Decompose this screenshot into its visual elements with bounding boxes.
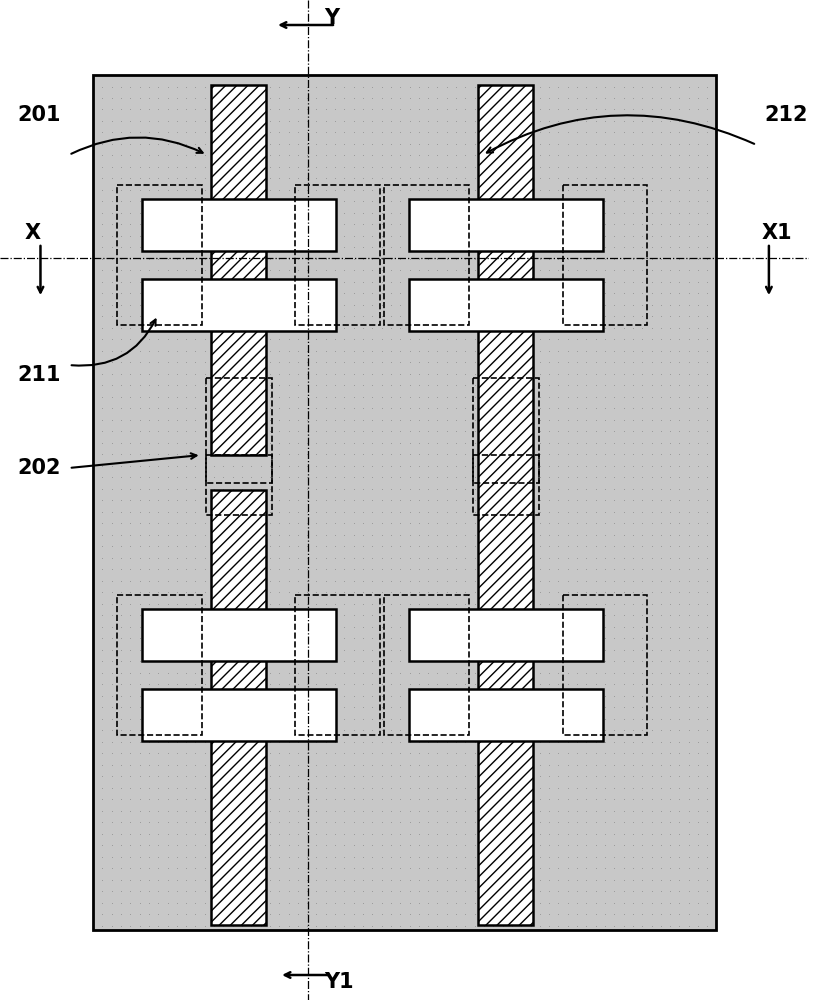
Bar (295, 595, 380, 735)
Bar (479, 85, 533, 925)
Text: X1: X1 (762, 223, 793, 243)
Bar (142, 199, 336, 251)
Bar (93, 75, 717, 930)
Bar (409, 689, 603, 741)
Bar (211, 490, 267, 925)
Text: 201: 201 (17, 105, 61, 125)
Bar (409, 279, 603, 331)
Bar (205, 378, 272, 483)
Bar (473, 455, 539, 515)
Text: X: X (25, 223, 40, 243)
Bar (409, 199, 603, 251)
Bar (142, 609, 336, 661)
Bar (563, 185, 648, 325)
Text: 211: 211 (17, 365, 61, 385)
Bar (409, 609, 603, 661)
Bar (117, 595, 202, 735)
Bar (205, 455, 272, 515)
Bar (117, 185, 202, 325)
Bar (384, 185, 470, 325)
Text: Y: Y (324, 8, 339, 28)
Bar (563, 595, 648, 735)
Bar (142, 689, 336, 741)
Bar (295, 185, 380, 325)
Text: 212: 212 (765, 105, 808, 125)
Bar (384, 595, 470, 735)
Text: 202: 202 (17, 458, 61, 478)
Text: Y1: Y1 (324, 972, 353, 992)
Bar (142, 279, 336, 331)
Bar (473, 378, 539, 483)
Bar (211, 85, 267, 455)
